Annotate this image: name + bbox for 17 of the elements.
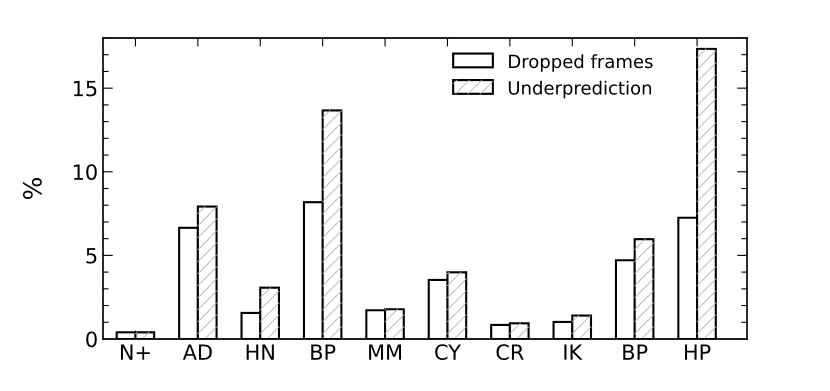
x-tick-label: MM — [369, 344, 401, 360]
legend-label: Dropped frames — [509, 54, 653, 72]
y-tick-label: 0 — [86, 331, 97, 348]
x-tick-label: HP — [685, 344, 710, 360]
x-tick-label: HN — [246, 344, 274, 360]
y-tick-label: 10 — [74, 164, 97, 180]
y-tick-label: 15 — [74, 80, 96, 96]
x-tick-label: BP — [623, 344, 648, 360]
x-tick-label: CY — [435, 344, 461, 360]
y-axis-title: % — [22, 178, 42, 199]
y-tick-label: 5 — [86, 248, 96, 264]
x-tick-label: BP — [311, 344, 336, 360]
x-tick-label: CR — [496, 344, 524, 360]
x-tick-label: N+ — [120, 344, 150, 360]
x-tick-label: IK — [564, 344, 583, 360]
legend-label: Underprediction — [508, 80, 652, 98]
x-tick-label: AD — [182, 344, 212, 360]
